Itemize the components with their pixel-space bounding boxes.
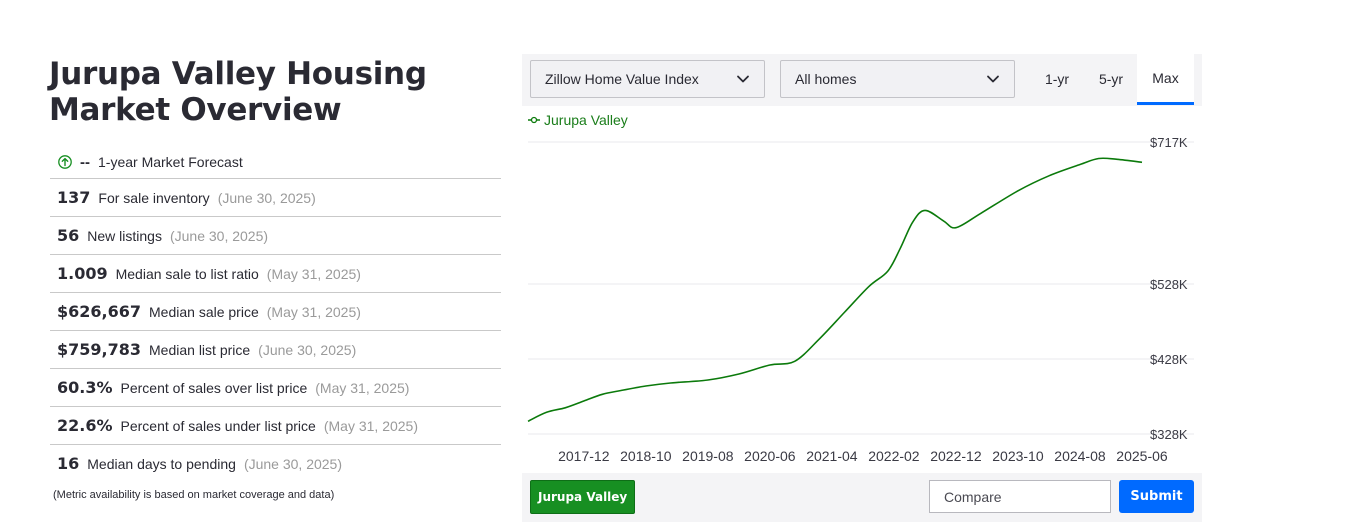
chevron-down-icon	[987, 75, 999, 83]
metric-value: 56	[57, 226, 80, 245]
metric-label: For sale inventory	[98, 189, 210, 206]
series-line-jurupa-valley	[527, 157, 1143, 423]
chart-controls: Zillow Home Value Index All homes 1-yr 5…	[522, 54, 1202, 106]
metric-row-inventory: 137 For sale inventory (June 30, 2025)	[50, 179, 501, 217]
market-forecast-row: -- 1-year Market Forecast	[50, 146, 501, 179]
metric-value: $759,783	[57, 340, 142, 359]
metric-date: (June 30, 2025)	[217, 189, 316, 206]
x-tick-label: 2018-10	[620, 448, 672, 464]
index-select[interactable]: Zillow Home Value Index	[530, 60, 765, 98]
x-tick-label: 2019-08	[682, 448, 734, 464]
metric-row-median-sale-price: $626,667 Median sale price (May 31, 2025…	[50, 293, 501, 331]
arrow-up-circle-icon	[58, 155, 72, 169]
metric-label: Median sale price	[149, 303, 259, 320]
legend-series-label: Jurupa Valley	[544, 112, 628, 128]
y-tick-label: $428K	[1150, 352, 1188, 367]
metric-value: 60.3%	[57, 378, 113, 397]
index-select-value: Zillow Home Value Index	[545, 71, 699, 87]
home-type-select-value: All homes	[795, 71, 857, 87]
metric-label: New listings	[87, 227, 162, 244]
metric-date: (June 30, 2025)	[243, 455, 343, 472]
forecast-label: 1-year Market Forecast	[98, 154, 243, 170]
metrics-list: 137 For sale inventory (June 30, 2025) 5…	[50, 179, 501, 482]
metric-row-under-list: 22.6% Percent of sales under list price …	[50, 407, 501, 445]
metric-label: Percent of sales over list price	[120, 379, 308, 396]
tab-5-yr[interactable]: 5-yr	[1098, 71, 1124, 87]
compare-bar: Jurupa Valley Submit	[522, 473, 1202, 522]
metric-date: (June 30, 2025)	[258, 341, 357, 358]
metric-row-days-to-pending: 16 Median days to pending (June 30, 2025…	[50, 445, 501, 482]
tab-max[interactable]: Max	[1137, 54, 1194, 105]
location-button[interactable]: Jurupa Valley	[530, 480, 636, 514]
metric-label: Median sale to list ratio	[115, 265, 259, 282]
metric-date: (May 31, 2025)	[315, 379, 410, 396]
x-tick-label: 2023-10	[992, 448, 1044, 464]
home-type-select[interactable]: All homes	[780, 60, 1015, 98]
page-title: Jurupa Valley Housing Market Overview	[49, 56, 427, 128]
x-tick-label: 2020-06	[744, 448, 796, 464]
x-tick-label: 2024-08	[1054, 448, 1106, 464]
x-tick-label: 2022-02	[868, 448, 920, 464]
availability-note: (Metric availability is based on market …	[53, 489, 335, 501]
y-tick-label: $717K	[1150, 135, 1188, 150]
metric-value: 22.6%	[57, 416, 113, 435]
metric-label: Median list price	[149, 341, 251, 358]
metric-row-new-listings: 56 New listings (June 30, 2025)	[50, 217, 501, 255]
chart-panel: Zillow Home Value Index All homes 1-yr 5…	[522, 54, 1202, 522]
metric-value: 137	[57, 188, 91, 207]
x-tick-label: 2017-12	[558, 448, 610, 464]
y-tick-label: $528K	[1150, 277, 1188, 292]
metric-date: (May 31, 2025)	[266, 265, 361, 282]
metric-label: Median days to pending	[87, 455, 236, 472]
metric-label: Percent of sales under list price	[120, 417, 316, 434]
compare-input[interactable]	[929, 480, 1111, 513]
home-value-chart[interactable]: $328K $428K $528K $717K 2017-12 2018-10 2019-0…	[522, 134, 1202, 472]
metric-row-over-list: 60.3% Percent of sales over list price (…	[50, 369, 501, 407]
chart-legend: Jurupa Valley	[528, 112, 628, 128]
metric-row-sale-to-list: 1.009 Median sale to list ratio (May 31,…	[50, 255, 501, 293]
legend-line-icon	[528, 116, 540, 124]
metric-value: $626,667	[57, 302, 142, 321]
metric-value: 16	[57, 454, 80, 473]
metric-date: (May 31, 2025)	[266, 303, 361, 320]
x-tick-label: 2022-12	[930, 448, 982, 464]
metric-date: (June 30, 2025)	[169, 227, 269, 244]
x-tick-label: 2021-04	[806, 448, 858, 464]
y-tick-label: $328K	[1150, 427, 1188, 442]
submit-button[interactable]: Submit	[1119, 480, 1194, 513]
metric-value: 1.009	[57, 264, 108, 283]
forecast-value: --	[80, 153, 90, 171]
metric-row-median-list-price: $759,783 Median list price (June 30, 202…	[50, 331, 501, 369]
chevron-down-icon	[737, 75, 749, 83]
metric-date: (May 31, 2025)	[323, 417, 419, 434]
x-tick-label: 2025-06	[1116, 448, 1168, 464]
tab-1-yr[interactable]: 1-yr	[1044, 71, 1070, 87]
